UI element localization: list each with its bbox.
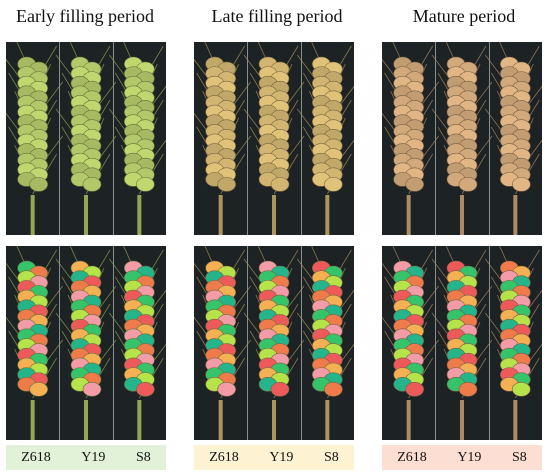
spikelet <box>29 177 48 192</box>
label-z618: Z618 <box>397 449 427 465</box>
stem <box>30 400 35 440</box>
spikelet <box>405 177 424 192</box>
stem <box>137 400 142 440</box>
stem <box>325 400 330 440</box>
photo-separator <box>435 42 437 235</box>
photo-separator <box>300 42 302 235</box>
photo-separator <box>488 246 490 440</box>
spikelet <box>270 177 290 192</box>
stem <box>513 195 518 235</box>
photo-late-original <box>194 42 354 235</box>
stem <box>513 400 518 440</box>
stem <box>460 195 464 235</box>
spikelet <box>270 382 290 397</box>
photo-separator <box>247 42 249 235</box>
spikes-drawing <box>6 42 166 235</box>
label-y19: Y19 <box>81 449 106 465</box>
photo-early-segmented <box>6 246 166 440</box>
label-s8: S8 <box>135 449 151 465</box>
photo-separator <box>112 42 114 235</box>
photo-mature-segmented <box>382 246 542 440</box>
label-z618: Z618 <box>21 449 51 465</box>
spikelet <box>405 382 424 397</box>
stem <box>218 400 223 440</box>
stem <box>84 400 88 440</box>
spikes-drawing <box>382 42 542 235</box>
photo-separator <box>247 246 249 440</box>
label-y19: Y19 <box>269 449 294 465</box>
variety-labels-early: Z618 Y19 S8 <box>6 445 166 470</box>
variety-labels-late: Z618 Y19 S8 <box>194 445 354 470</box>
spikelet <box>324 177 343 192</box>
spikelet <box>29 382 48 397</box>
stem <box>406 400 411 440</box>
spikelet <box>217 382 236 397</box>
photo-mature-original <box>382 42 542 235</box>
label-s8: S8 <box>511 449 527 465</box>
stem <box>272 195 276 235</box>
spikelet <box>217 177 236 192</box>
spikelet <box>458 177 478 192</box>
title-early-filling: Early filling period <box>16 6 154 26</box>
spikes-drawing <box>194 42 354 235</box>
stem <box>84 195 88 235</box>
photo-separator <box>300 246 302 440</box>
stem <box>30 195 35 235</box>
spikelet <box>136 382 155 397</box>
spikelet <box>512 177 531 192</box>
photo-separator <box>112 246 114 440</box>
label-y19: Y19 <box>457 449 482 465</box>
stem <box>272 400 276 440</box>
spikelet <box>136 177 155 192</box>
spikes-drawing <box>194 246 354 440</box>
spikelet <box>324 382 343 397</box>
photo-separator <box>59 42 61 235</box>
spikelet <box>82 177 102 192</box>
spikes-drawing <box>6 246 166 440</box>
spikelet <box>512 382 531 397</box>
title-late-filling: Late filling period <box>211 6 343 26</box>
stem <box>406 195 411 235</box>
label-z618: Z618 <box>209 449 239 465</box>
photo-early-original <box>6 42 166 235</box>
variety-labels-mature: Z618 Y19 S8 <box>382 445 542 470</box>
stem <box>325 195 330 235</box>
photo-separator <box>435 246 437 440</box>
spikelet <box>82 382 102 397</box>
stem <box>460 400 464 440</box>
label-s8: S8 <box>323 449 339 465</box>
stem <box>218 195 223 235</box>
stem <box>137 195 142 235</box>
spikelet <box>458 382 478 397</box>
title-mature: Mature period <box>412 6 516 26</box>
photo-late-segmented <box>194 246 354 440</box>
spikes-drawing <box>382 246 542 440</box>
photo-separator <box>59 246 61 440</box>
photo-separator <box>488 42 490 235</box>
